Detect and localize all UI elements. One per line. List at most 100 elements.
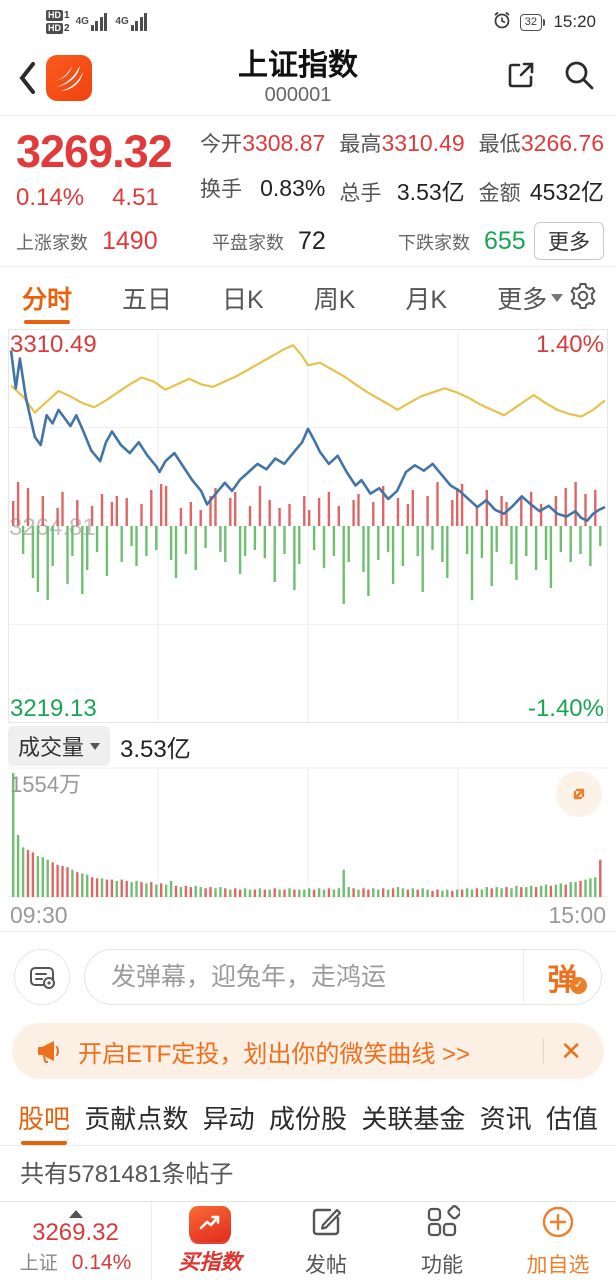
expand-chart-button[interactable]: [556, 771, 602, 817]
expand-arrows-icon: [573, 788, 585, 800]
time-end: 15:00: [548, 901, 606, 928]
status-bar: HD 1 HD 2 4G 4G 32 15:20: [0, 0, 616, 40]
danmaku-settings-button[interactable]: [14, 949, 70, 1005]
back-button[interactable]: [10, 56, 44, 100]
stat-value-high: 3310.49: [381, 130, 465, 156]
post-pencil-icon: [308, 1204, 344, 1245]
nav-buy-index-button[interactable]: 买指数: [152, 1202, 268, 1280]
stat-label: 金额: [478, 182, 521, 205]
tab-intraday[interactable]: 分时: [22, 266, 72, 330]
volume-label: 成交量: [18, 735, 85, 760]
chart-tabs: 分时 五日 日K 周K 月K 更多: [0, 267, 616, 329]
current-price: 3269.32: [16, 126, 173, 177]
stat-label: 最高: [339, 133, 382, 156]
tab-related-funds[interactable]: 关联基金: [361, 1103, 466, 1134]
volume-max-label: 1554万: [10, 772, 81, 797]
volume-chart[interactable]: 1554万: [8, 767, 608, 899]
alarm-icon: [492, 10, 512, 34]
nav-functions-label: 功能: [421, 1253, 463, 1277]
nav-index-pct: 0.14%: [71, 1250, 132, 1274]
share-button[interactable]: [504, 58, 538, 97]
stat-label: 最低: [478, 133, 521, 156]
stat-label: 换手: [200, 178, 242, 201]
hd-badges: HD 1 HD 2: [46, 10, 70, 34]
hd2-num: 2: [64, 23, 70, 34]
market-breadth-row: 上涨家数 1490 平盘家数 72 下跌家数 655 更多: [16, 222, 604, 260]
hd2-icon: HD: [46, 23, 63, 34]
nav-add-watchlist-label: 加自选: [526, 1253, 590, 1277]
advancers-value: 1490: [102, 226, 158, 255]
stats-grid: 今开 3308.87 最高 3310.49 最低 3266.76 换手 0.83% 总手…: [200, 124, 604, 212]
tab-news[interactable]: 资讯: [479, 1103, 532, 1134]
gear-icon: [570, 282, 596, 309]
stat-label: 总手: [339, 182, 382, 205]
nav-post-label: 发帖: [305, 1253, 347, 1277]
danmaku-settings-icon: [30, 967, 55, 989]
hd1-num: 1: [64, 10, 70, 21]
stat-value-amount: 4532亿: [529, 179, 604, 205]
nav-functions-button[interactable]: 功能: [384, 1202, 500, 1280]
chevron-down-icon: [551, 294, 564, 302]
check-badge-icon: ✓: [570, 977, 587, 994]
search-button[interactable]: [562, 58, 596, 97]
chevron-down-icon: [90, 742, 101, 750]
axis-low-pct-label: -1.40%: [527, 695, 604, 722]
nav-index-quote[interactable]: 3269.32 上证 0.14%: [0, 1202, 152, 1280]
nav-index-name: 上证: [19, 1252, 58, 1274]
intraday-chart[interactable]: 3264.81 3310.49 1.40% 3219.13 -1.40%: [8, 329, 608, 725]
nav-add-watchlist-button[interactable]: 加自选: [500, 1202, 616, 1280]
stat-value-low: 3266.76: [520, 130, 604, 156]
tab-valuation[interactable]: 估值: [545, 1103, 598, 1134]
volume-label-row: 成交量 3.53亿: [0, 725, 616, 767]
caret-up-icon: [68, 1209, 83, 1218]
posts-count: 共有5781481条帖子: [20, 1160, 234, 1188]
stock-code: 000001: [264, 83, 332, 106]
comment-input[interactable]: [85, 962, 523, 992]
signal-icon-1: 4G: [76, 13, 108, 31]
decliners-label: 下跌家数: [398, 232, 470, 253]
etf-promo-banner[interactable]: 开启ETF定投，划出你的微笑曲线 >> ✕: [12, 1023, 604, 1079]
divider: [0, 266, 616, 267]
share-icon: [508, 62, 534, 88]
add-circle-icon: [540, 1204, 576, 1245]
section-divider: [0, 931, 616, 939]
functions-grid-icon: [424, 1204, 462, 1245]
nav-post-button[interactable]: 发帖: [268, 1202, 384, 1280]
tab-movements[interactable]: 异动: [202, 1103, 255, 1134]
bottom-nav: 3269.32 上证 0.14% 买指数 发帖 功能: [0, 1201, 616, 1280]
more-stats-button[interactable]: 更多: [534, 222, 604, 260]
unchanged-label: 平盘家数: [212, 232, 284, 253]
tab-daily-k[interactable]: 日K: [222, 286, 264, 314]
eastmoney-logo[interactable]: [46, 54, 92, 101]
banner-close-button[interactable]: ✕: [560, 1035, 582, 1066]
page-title: 上证指数: [238, 48, 358, 82]
tab-5day[interactable]: 五日: [122, 286, 173, 314]
tab-more[interactable]: 更多: [497, 280, 564, 316]
search-icon: [565, 61, 594, 90]
chart-settings-button[interactable]: [568, 281, 598, 316]
divider: [543, 1038, 545, 1064]
time-axis: 09:30 15:00: [0, 899, 616, 931]
chevron-left-icon: [19, 61, 35, 94]
unchanged-value: 72: [298, 226, 326, 255]
tab-constituents[interactable]: 成份股: [268, 1103, 347, 1134]
comment-bar: 弹 ✓: [0, 939, 616, 1015]
header: 上证指数 000001: [0, 40, 616, 116]
tab-contribution[interactable]: 贡献点数: [84, 1103, 189, 1134]
time-start: 09:30: [10, 901, 68, 928]
send-danmaku-button[interactable]: 弹 ✓: [523, 950, 601, 1004]
signal-icon-2: 4G: [115, 13, 148, 31]
battery-icon: 32: [519, 13, 546, 31]
tab-monthly-k[interactable]: 月K: [405, 286, 448, 314]
change-absolute: 4.51: [112, 184, 159, 211]
clock-time: 15:20: [553, 12, 596, 31]
axis-low-label: 3219.13: [10, 695, 97, 722]
tab-guba[interactable]: 股吧: [18, 1086, 70, 1149]
stat-value-open: 3308.87: [242, 130, 326, 156]
volume-indicator-dropdown[interactable]: 成交量: [8, 726, 111, 766]
volume-total: 3.53亿: [120, 735, 191, 763]
axis-high-pct-label: 1.40%: [535, 331, 604, 358]
banner-text: 开启ETF定投，划出你的微笑曲线 >>: [78, 1040, 471, 1068]
tab-weekly-k[interactable]: 周K: [313, 286, 356, 314]
